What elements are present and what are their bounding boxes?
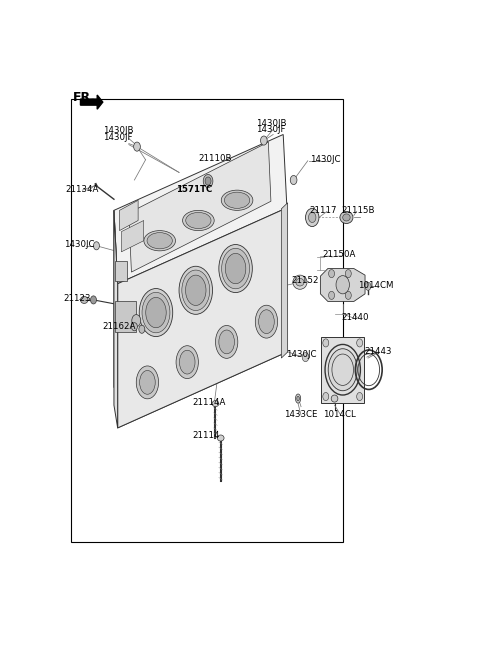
Text: 21117: 21117 [309, 206, 337, 215]
Ellipse shape [147, 233, 172, 249]
Polygon shape [321, 269, 365, 302]
Ellipse shape [340, 212, 353, 223]
Polygon shape [129, 142, 271, 272]
Ellipse shape [296, 279, 304, 286]
Ellipse shape [296, 394, 300, 403]
Polygon shape [81, 95, 103, 109]
Text: 1014CM: 1014CM [359, 281, 394, 290]
Ellipse shape [225, 254, 246, 284]
Text: 21134A: 21134A [66, 185, 99, 194]
Text: 1430JC: 1430JC [64, 240, 94, 249]
Circle shape [357, 392, 362, 401]
Ellipse shape [136, 366, 158, 399]
Ellipse shape [140, 371, 155, 394]
Ellipse shape [144, 231, 176, 251]
Circle shape [91, 296, 96, 304]
Ellipse shape [328, 349, 357, 391]
Polygon shape [114, 210, 118, 388]
Text: 21123: 21123 [64, 294, 91, 303]
Ellipse shape [179, 266, 213, 314]
Ellipse shape [259, 310, 274, 334]
Text: 1430JF: 1430JF [256, 125, 286, 134]
Circle shape [365, 283, 371, 290]
Circle shape [323, 392, 329, 401]
Circle shape [290, 175, 297, 185]
Ellipse shape [139, 288, 173, 336]
Ellipse shape [216, 325, 238, 358]
Circle shape [132, 315, 141, 327]
Ellipse shape [343, 214, 350, 221]
Circle shape [132, 323, 137, 330]
Bar [71, 99, 343, 542]
Text: 21114A: 21114A [193, 398, 226, 407]
Text: 21115B: 21115B [341, 206, 374, 215]
Text: FR.: FR. [73, 91, 96, 104]
Text: 21150A: 21150A [323, 250, 356, 260]
Ellipse shape [219, 330, 234, 353]
Circle shape [305, 208, 319, 227]
Circle shape [345, 269, 351, 278]
Circle shape [133, 142, 140, 151]
Circle shape [203, 175, 213, 188]
Ellipse shape [297, 396, 300, 401]
Ellipse shape [81, 296, 88, 304]
Ellipse shape [182, 270, 210, 311]
Polygon shape [281, 203, 288, 358]
Circle shape [302, 353, 309, 361]
Polygon shape [118, 208, 287, 428]
Text: 21110B: 21110B [198, 154, 232, 164]
Text: 1430JF: 1430JF [103, 133, 132, 141]
Circle shape [261, 136, 267, 145]
Polygon shape [115, 261, 127, 281]
Circle shape [357, 339, 362, 347]
Polygon shape [121, 221, 144, 252]
Circle shape [336, 276, 349, 294]
Circle shape [205, 177, 211, 185]
Text: 1014CL: 1014CL [323, 410, 356, 419]
Circle shape [94, 242, 99, 250]
Text: 1433CE: 1433CE [284, 410, 317, 419]
Circle shape [329, 291, 335, 300]
Text: 1430JC: 1430JC [310, 155, 340, 164]
Text: 21162A: 21162A [103, 322, 136, 331]
Ellipse shape [219, 244, 252, 292]
Text: 1430JC: 1430JC [286, 350, 316, 359]
Ellipse shape [331, 395, 338, 402]
Ellipse shape [255, 306, 277, 338]
Ellipse shape [142, 292, 170, 333]
Circle shape [309, 212, 316, 223]
Ellipse shape [212, 401, 219, 407]
Ellipse shape [180, 350, 195, 374]
Text: 1571TC: 1571TC [176, 185, 212, 194]
Text: 21443: 21443 [364, 346, 391, 355]
Ellipse shape [225, 192, 250, 208]
Bar [321, 337, 364, 403]
Circle shape [139, 325, 145, 333]
Polygon shape [114, 135, 287, 284]
Ellipse shape [293, 275, 307, 289]
Circle shape [329, 269, 335, 278]
Polygon shape [114, 210, 118, 428]
Text: 1430JB: 1430JB [256, 119, 287, 128]
Polygon shape [115, 302, 136, 332]
Ellipse shape [182, 210, 214, 231]
Ellipse shape [221, 190, 253, 210]
Circle shape [323, 339, 329, 347]
Ellipse shape [146, 298, 166, 328]
Ellipse shape [217, 435, 224, 441]
Circle shape [345, 291, 351, 300]
Text: 21152: 21152 [291, 276, 319, 284]
Ellipse shape [186, 275, 206, 306]
Text: 21440: 21440 [342, 313, 369, 322]
Polygon shape [120, 200, 138, 231]
Text: 21114: 21114 [193, 432, 220, 440]
Text: 1430JB: 1430JB [103, 127, 133, 135]
Ellipse shape [222, 248, 250, 289]
Ellipse shape [186, 212, 211, 229]
Ellipse shape [176, 346, 198, 378]
